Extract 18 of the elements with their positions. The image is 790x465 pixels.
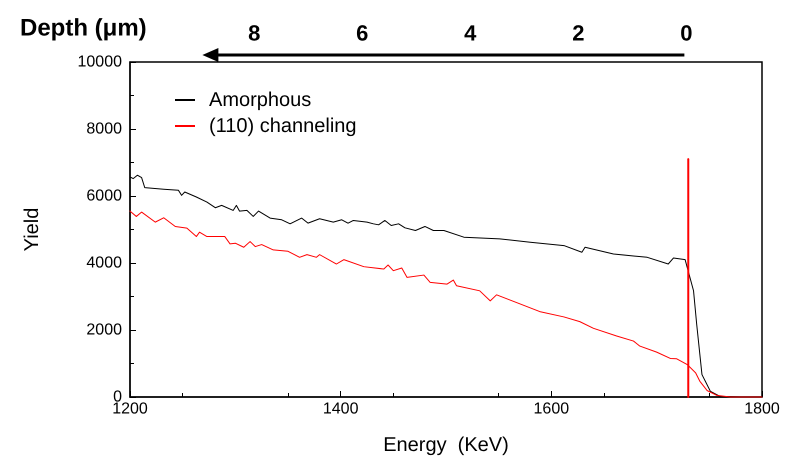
x2-axis-title: Depth (μm) [20, 14, 147, 42]
x2-tick-label: 0 [680, 20, 692, 46]
x2-tick-label: 8 [248, 20, 260, 46]
y-tick-label: 2000 [86, 322, 122, 338]
x-tick-label: 1600 [534, 400, 570, 418]
y-tick-label: 8000 [86, 120, 122, 138]
x2-tick-label: 6 [356, 20, 368, 46]
x-axis-title: Energy (KeV) [383, 434, 509, 456]
legend-label: Amorphous [209, 89, 312, 111]
y-tick-label: 4000 [86, 254, 122, 272]
y-tick-label: 10000 [78, 54, 122, 70]
y-tick-label: 6000 [86, 188, 122, 204]
x-tick-label: 1400 [322, 400, 359, 418]
y-axis-title: Yield [21, 208, 43, 252]
legend-label: (110) channeling [209, 115, 357, 137]
x2-tick-label: 4 [464, 20, 478, 46]
x-tick-label: 1800 [744, 400, 780, 418]
x2-tick-label: 2 [572, 20, 584, 46]
